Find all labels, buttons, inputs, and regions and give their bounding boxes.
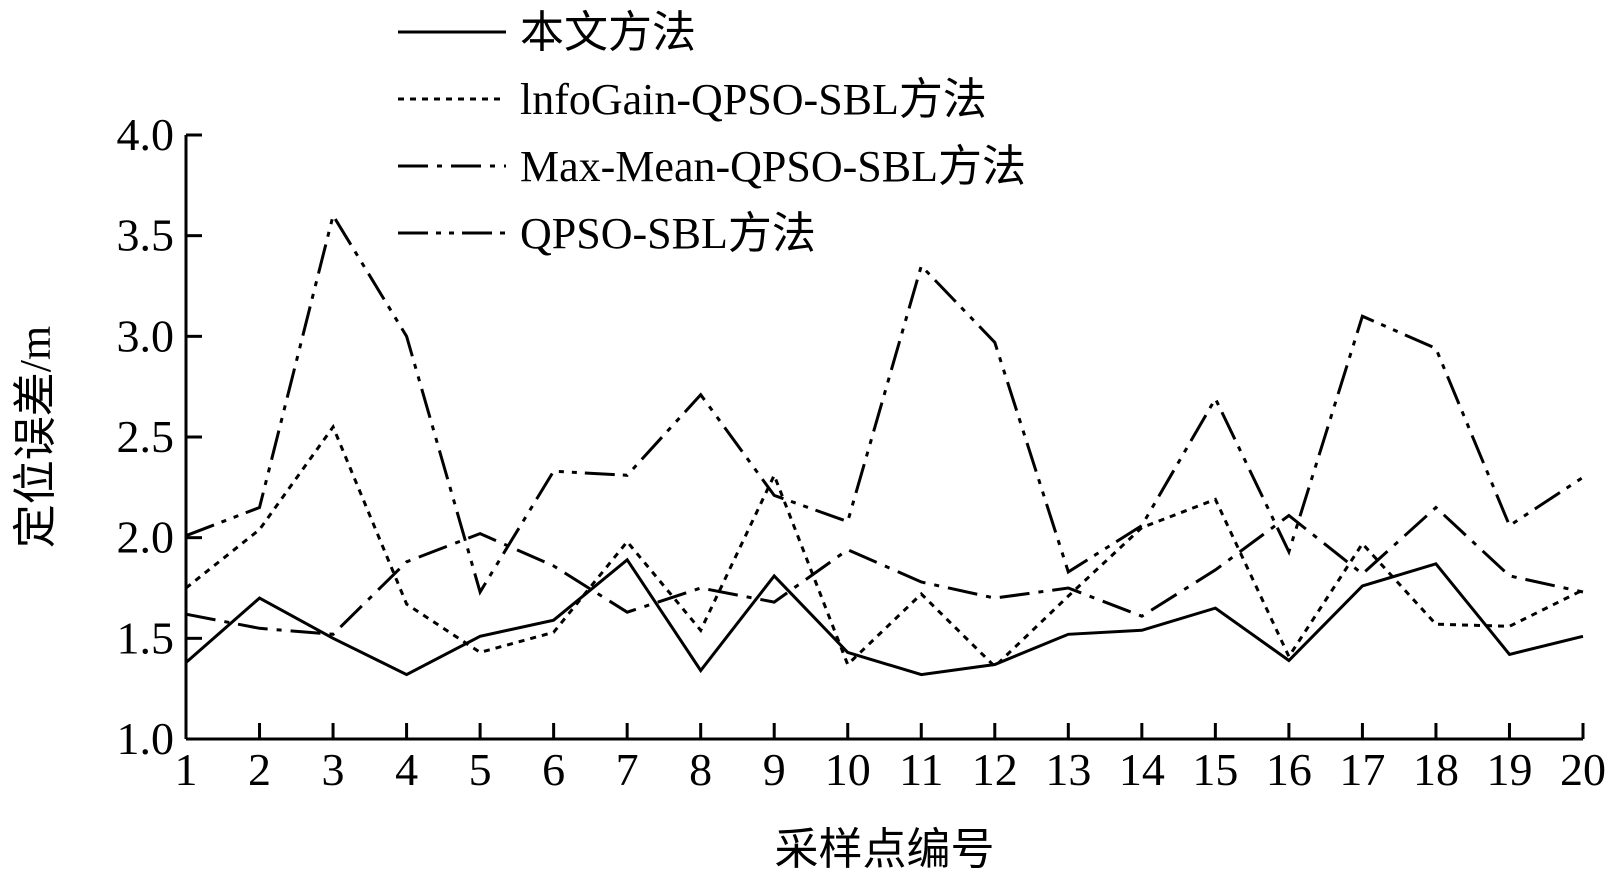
y-tick-label: 4.0 xyxy=(117,109,175,160)
series-line-2 xyxy=(185,423,1584,669)
x-tick-label: 14 xyxy=(1119,744,1165,795)
x-tick-label: 3 xyxy=(322,744,345,795)
x-tick-label: 7 xyxy=(616,744,639,795)
axes: 1.01.52.02.53.03.54.01 2 3 4 5 6 7 8 9 10 11 12 13 14… xyxy=(117,109,1607,795)
y-tick-label: 1.5 xyxy=(117,612,175,663)
y-tick-label: 1.0 xyxy=(117,713,175,764)
x-tick-label: 5 xyxy=(469,744,492,795)
x-tick-label: 13 xyxy=(1045,744,1091,795)
x-tick-label: 6 xyxy=(542,744,565,795)
legend-label-4: QPSO-SBL方法 xyxy=(520,209,816,258)
legend-label-2: lnfoGain-QPSO-SBL方法 xyxy=(520,75,987,124)
x-axis-title: 采样点编号 xyxy=(775,825,995,874)
series-lines xyxy=(185,211,1584,677)
x-tick-label: 11 xyxy=(899,744,943,795)
x-tick-label: 2 xyxy=(248,744,271,795)
x-tick-label: 12 xyxy=(972,744,1018,795)
series-line-3 xyxy=(185,505,1584,636)
x-tick-label: 17 xyxy=(1339,744,1385,795)
x-tick-label: 10 xyxy=(825,744,871,795)
x-tick-label: 4 xyxy=(395,744,418,795)
x-tick-label: 16 xyxy=(1266,744,1312,795)
series-line-1 xyxy=(185,557,1584,677)
y-tick-label: 3.5 xyxy=(117,210,175,261)
x-tick-label: 1 xyxy=(175,744,198,795)
y-axis-title: 定位误差/m xyxy=(11,326,60,548)
legend: 本文方法 lnfoGain-QPSO-SBL方法 Max-Mean-QPSO-SBL… xyxy=(398,8,1026,258)
x-tick-label: 19 xyxy=(1486,744,1532,795)
x-tick-label: 9 xyxy=(763,744,786,795)
legend-label-1: 本文方法 xyxy=(520,8,696,57)
x-tick-label: 18 xyxy=(1413,744,1459,795)
series-line-4 xyxy=(185,211,1584,596)
y-tick-label: 2.0 xyxy=(117,512,175,563)
y-tick-label: 2.5 xyxy=(117,411,175,462)
y-tick-label: 3.0 xyxy=(117,310,175,361)
x-tick-label: 20 xyxy=(1560,744,1606,795)
x-tick-label: 8 xyxy=(689,744,712,795)
legend-label-3: Max-Mean-QPSO-SBL方法 xyxy=(520,142,1026,191)
x-tick-label: 15 xyxy=(1192,744,1238,795)
